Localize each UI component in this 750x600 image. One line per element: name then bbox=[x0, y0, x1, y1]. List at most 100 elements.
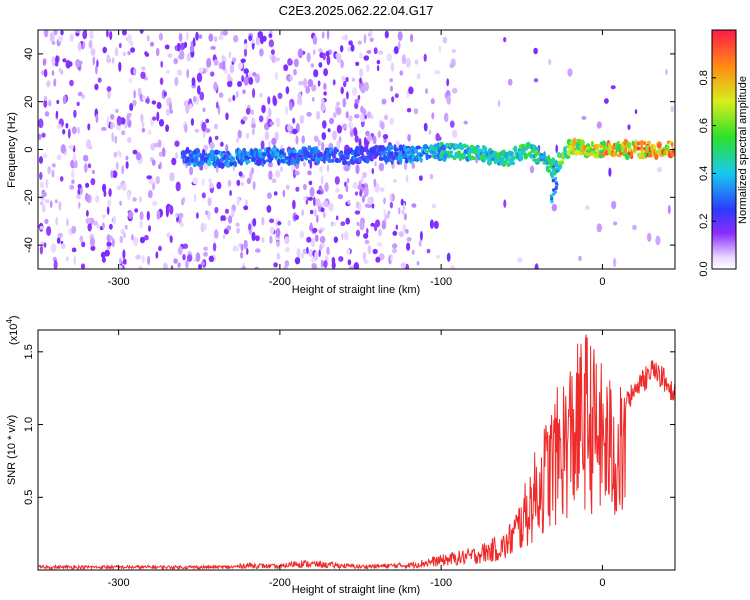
noise-speckle bbox=[155, 251, 159, 259]
noise-speckle bbox=[248, 35, 253, 42]
noise-speckle bbox=[121, 165, 125, 175]
noise-speckle bbox=[406, 108, 412, 113]
noise-speckle bbox=[169, 235, 173, 243]
noise-speckle bbox=[39, 171, 43, 180]
signal-ridge-mark bbox=[334, 149, 340, 153]
signal-ridge-mark bbox=[201, 149, 206, 156]
noise-speckle bbox=[160, 60, 163, 68]
signal-ridge-mark bbox=[470, 156, 477, 161]
noise-speckle bbox=[319, 165, 323, 173]
noise-speckle bbox=[102, 222, 105, 230]
noise-speckle bbox=[350, 44, 355, 52]
noise-speckle bbox=[343, 230, 349, 241]
noise-speckle bbox=[235, 90, 239, 98]
noise-speckle bbox=[111, 57, 115, 64]
noise-speckle bbox=[375, 256, 381, 263]
noise-speckle bbox=[228, 51, 232, 59]
noise-speckle bbox=[195, 31, 199, 41]
noise-speckle bbox=[533, 78, 539, 83]
noise-speckle bbox=[240, 181, 244, 187]
noise-speckle bbox=[71, 225, 77, 234]
noise-speckle bbox=[336, 107, 342, 116]
noise-speckle bbox=[345, 217, 351, 225]
noise-speckle bbox=[122, 182, 127, 192]
signal-ridge-mark bbox=[390, 150, 394, 157]
noise-speckle bbox=[289, 101, 293, 111]
signal-ridge-mark bbox=[293, 159, 297, 166]
signal-ridge-mark bbox=[462, 143, 467, 149]
noise-speckle bbox=[214, 123, 218, 130]
noise-speckle bbox=[242, 116, 248, 121]
noise-speckle bbox=[366, 50, 372, 54]
noise-speckle bbox=[106, 241, 112, 247]
noise-speckle bbox=[354, 114, 360, 119]
signal-ridge-mark bbox=[653, 144, 657, 150]
noise-speckle bbox=[392, 178, 398, 183]
noise-speckle bbox=[292, 117, 296, 124]
noise-speckle bbox=[268, 170, 273, 180]
noise-speckle bbox=[55, 110, 59, 119]
colorbar-ticks: 0.0 0.2 0.4 0.6 0.8 bbox=[698, 70, 716, 277]
snr-multiplier-label: (x104) bbox=[5, 315, 20, 345]
noise-speckle bbox=[451, 87, 458, 94]
noise-speckle bbox=[323, 200, 327, 207]
snr-y-axis-label: SNR (10 * v/v) bbox=[6, 415, 18, 485]
noise-speckle bbox=[90, 178, 96, 186]
noise-speckle bbox=[346, 46, 351, 53]
noise-speckle bbox=[442, 36, 448, 44]
noise-speckle bbox=[389, 85, 394, 92]
signal-ridge-mark bbox=[591, 141, 594, 148]
x-tick-label: -200 bbox=[269, 577, 291, 589]
noise-speckle bbox=[53, 30, 58, 36]
noise-speckle bbox=[433, 220, 439, 229]
signal-ridge-mark bbox=[555, 163, 559, 168]
noise-speckle bbox=[429, 173, 434, 180]
noise-speckle bbox=[383, 209, 386, 218]
noise-speckle bbox=[119, 200, 122, 206]
noise-speckle bbox=[125, 155, 129, 161]
noise-speckle bbox=[363, 55, 370, 61]
noise-speckle bbox=[62, 129, 66, 135]
noise-speckle bbox=[400, 198, 404, 206]
noise-speckle bbox=[321, 132, 327, 141]
noise-speckle bbox=[68, 144, 74, 150]
noise-speckle bbox=[212, 242, 217, 252]
noise-speckle bbox=[171, 157, 177, 166]
noise-speckle bbox=[77, 184, 82, 189]
noise-speckle bbox=[240, 251, 244, 259]
signal-ridge-mark bbox=[450, 150, 454, 155]
noise-speckle bbox=[410, 33, 414, 43]
noise-speckle bbox=[246, 248, 249, 255]
noise-speckle bbox=[451, 49, 456, 53]
noise-speckle bbox=[166, 232, 171, 238]
noise-speckle bbox=[43, 99, 48, 108]
noise-speckle bbox=[446, 78, 450, 87]
noise-speckle bbox=[449, 63, 454, 69]
noise-speckle bbox=[249, 71, 252, 79]
noise-speckle bbox=[228, 215, 233, 224]
noise-speckle bbox=[82, 30, 88, 40]
noise-speckle bbox=[62, 94, 67, 105]
noise-speckle bbox=[320, 102, 326, 113]
noise-speckle bbox=[249, 170, 253, 180]
noise-speckle bbox=[431, 112, 435, 120]
noise-speckle bbox=[308, 249, 314, 258]
noise-speckle bbox=[127, 210, 134, 219]
noise-speckle bbox=[655, 235, 661, 246]
noise-speckle bbox=[383, 114, 389, 121]
snr-plot-area bbox=[38, 330, 675, 570]
signal-ridge-mark bbox=[519, 155, 524, 162]
noise-speckle bbox=[127, 51, 131, 56]
noise-speckle bbox=[390, 253, 393, 262]
noise-speckle bbox=[611, 200, 617, 210]
noise-speckle bbox=[309, 186, 315, 197]
signal-ridge-mark bbox=[265, 159, 269, 163]
noise-speckle bbox=[378, 162, 385, 172]
snr-series-line bbox=[38, 334, 675, 570]
spectrogram-x-ticks: -300 -200 -100 0 bbox=[108, 30, 605, 288]
noise-speckle bbox=[359, 220, 365, 231]
noise-speckle bbox=[141, 66, 146, 71]
noise-speckle bbox=[372, 135, 377, 145]
noise-speckle bbox=[175, 152, 178, 160]
noise-speckle bbox=[164, 44, 170, 50]
